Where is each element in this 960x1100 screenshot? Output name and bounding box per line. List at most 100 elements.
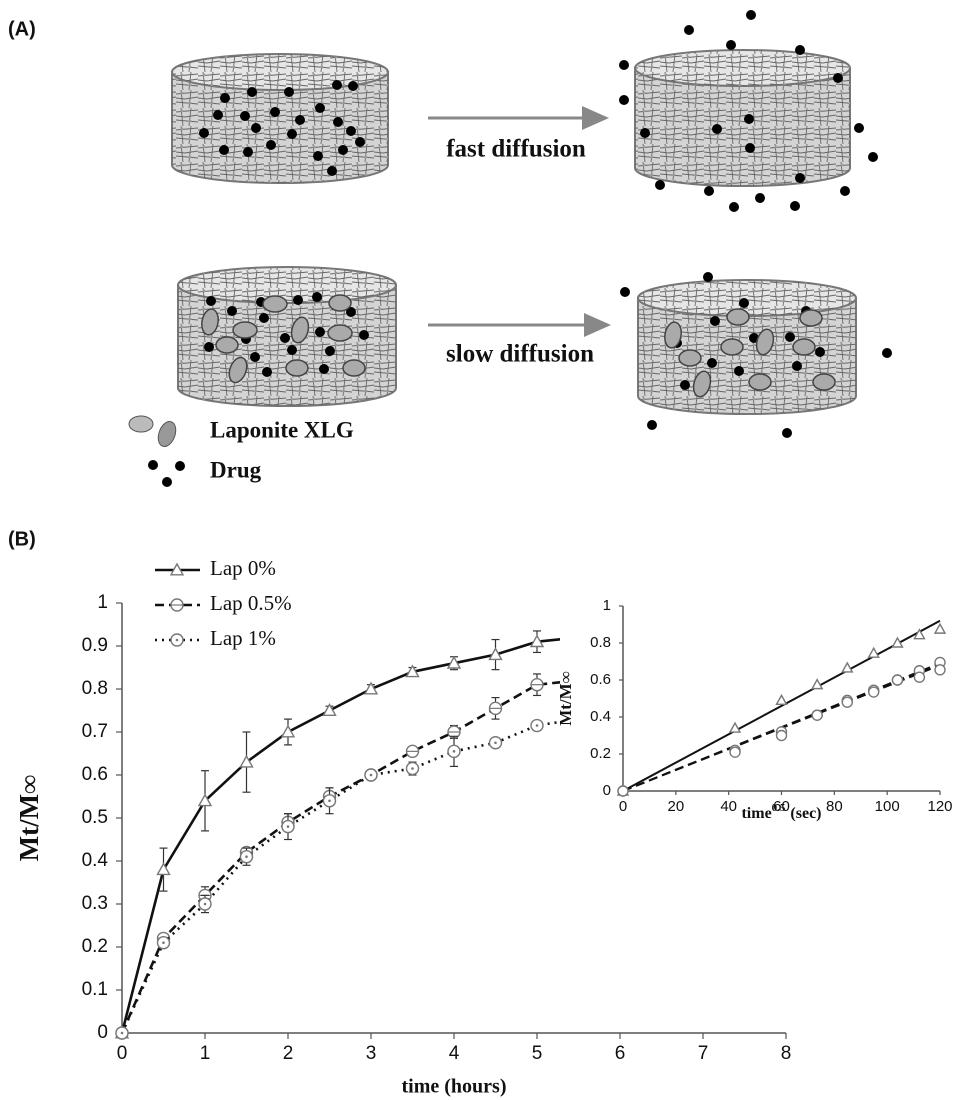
- drug-particle: [647, 420, 657, 430]
- laponite-particle: [755, 328, 775, 356]
- drug-particle: [795, 45, 805, 55]
- laponite-particle: [290, 316, 310, 344]
- drug-particle: [227, 306, 237, 316]
- marker: [775, 693, 788, 706]
- drug-particle: [840, 186, 850, 196]
- hydrogel-top-mesh: [635, 50, 850, 86]
- drug-particle: [284, 87, 294, 97]
- x-tick-label: 6: [615, 1043, 626, 1064]
- drug-particle: [338, 145, 348, 155]
- drug-particle: [745, 143, 755, 153]
- y-tick-label: 0.7: [82, 721, 108, 742]
- y-tick-label: 0.4: [82, 850, 109, 871]
- drug-particle: [359, 330, 369, 340]
- fit-line: [622, 619, 941, 792]
- x-axis-label-part: time: [741, 805, 771, 822]
- drug-particle: [346, 307, 356, 317]
- drug-particle: [295, 115, 305, 125]
- drug-particle: [313, 151, 323, 161]
- x-tick-label: 5: [532, 1043, 543, 1064]
- drug-particle: [707, 358, 717, 368]
- drug-particle: [250, 352, 260, 362]
- panel-label: (B): [8, 528, 36, 550]
- x-tick-label: 40: [720, 798, 737, 815]
- y-axis-label: Mt/M∞: [14, 775, 44, 862]
- marker: [933, 622, 947, 634]
- marker: [913, 628, 926, 640]
- x-tick-label: 120: [927, 798, 952, 815]
- marker-detail: [175, 638, 179, 642]
- drug-particle: [327, 166, 337, 176]
- drug-particle: [262, 367, 272, 377]
- x-tick-label: 2: [283, 1043, 294, 1064]
- drug-particle: [734, 366, 744, 376]
- marker: [322, 703, 337, 716]
- drug-particle: [729, 202, 739, 212]
- drug-particle: [712, 124, 722, 134]
- panel-label: (A): [8, 18, 36, 40]
- x-tick-label: 4: [449, 1043, 460, 1064]
- x-axis-label-part: 0.5: [772, 802, 786, 814]
- marker: [810, 678, 824, 690]
- y-tick-label: 1: [603, 597, 611, 614]
- y-tick-label: 0: [97, 1022, 108, 1043]
- y-tick-label: 0.2: [82, 936, 108, 957]
- drug-particle: [355, 137, 365, 147]
- drug-particle: [703, 272, 713, 282]
- x-tick-label: 7: [698, 1043, 709, 1064]
- drug-particle: [213, 110, 223, 120]
- y-tick-label: 0.6: [82, 764, 108, 785]
- y-tick-label: 0.8: [590, 634, 611, 651]
- marker: [841, 696, 853, 708]
- marker: [239, 754, 254, 768]
- marker-detail: [203, 902, 207, 906]
- marker-detail: [162, 941, 165, 944]
- laponite-particle: [792, 338, 816, 356]
- marker: [529, 634, 545, 648]
- laponite-particle: [285, 359, 309, 377]
- drug-particle: [243, 147, 253, 157]
- y-tick-label: 0.6: [590, 671, 611, 688]
- marker-detail: [328, 799, 331, 803]
- drug-particle: [755, 193, 765, 203]
- marker-detail: [452, 750, 456, 753]
- drug-particle: [790, 201, 800, 211]
- marker: [891, 674, 904, 686]
- x-tick-label: 20: [667, 798, 684, 815]
- marker: [811, 709, 823, 721]
- marker: [891, 636, 904, 648]
- y-tick-label: 0.2: [590, 745, 611, 762]
- drug-particle: [312, 292, 322, 302]
- drug-particle: [206, 296, 216, 306]
- y-tick-label: 0.5: [82, 807, 108, 828]
- drug-particle: [619, 95, 629, 105]
- drug-particle: [325, 346, 335, 356]
- x-axis-label: time (hours): [402, 1076, 507, 1098]
- legend-label: Lap 1%: [210, 626, 276, 650]
- marker: [446, 655, 462, 669]
- drug-particle: [287, 129, 297, 139]
- legend-label: Lap 0%: [210, 556, 276, 580]
- marker: [867, 686, 880, 698]
- x-tick-label: 100: [875, 798, 900, 815]
- marker-detail: [120, 1031, 124, 1035]
- marker: [729, 746, 741, 758]
- drug-particle: [868, 152, 878, 162]
- process-label: slow diffusion: [446, 341, 594, 368]
- marker: [280, 724, 296, 738]
- laponite-particle: [328, 294, 352, 312]
- marker-detail: [286, 825, 290, 828]
- marker: [488, 647, 503, 661]
- drug-particle: [785, 332, 795, 342]
- marker: [197, 793, 213, 807]
- laponite-icon: [157, 420, 177, 448]
- laponite-particle: [799, 309, 823, 327]
- drug-particle: [792, 361, 802, 371]
- legend-label: Lap 0.5%: [210, 591, 292, 615]
- y-tick-label: 1: [97, 592, 108, 613]
- drug-particle: [620, 287, 630, 297]
- y-tick-label: 0.9: [82, 635, 108, 656]
- drug-particle: [710, 316, 720, 326]
- drug-particle: [319, 364, 329, 374]
